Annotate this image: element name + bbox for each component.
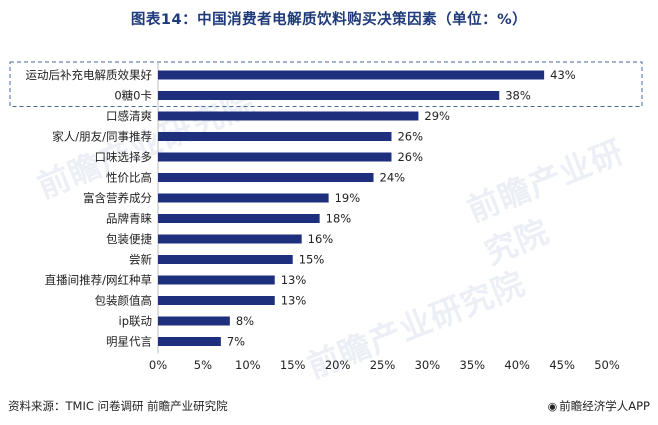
category-label: 尝新 <box>129 253 152 267</box>
category-label: 明星代言 <box>106 335 152 349</box>
category-label: 口感清爽 <box>106 109 152 123</box>
category-label: 家人/朋友/同事推荐 <box>52 130 152 144</box>
data-label: 7% <box>227 335 245 349</box>
data-label: 8% <box>236 314 254 328</box>
brand-text: 前瞻经济学人APP <box>559 399 650 413</box>
bar <box>158 111 419 121</box>
x-tick-label: 15% <box>280 358 306 372</box>
data-label: 15% <box>299 253 325 267</box>
data-label: 26% <box>397 130 423 144</box>
bar <box>158 275 275 285</box>
data-label: 26% <box>397 150 423 164</box>
bar <box>158 337 221 346</box>
category-label: 性价比高 <box>106 171 152 185</box>
category-label: 富含营养成分 <box>83 191 152 205</box>
data-label: 16% <box>308 232 334 246</box>
x-tick-label: 30% <box>415 358 441 372</box>
bar <box>158 91 500 100</box>
bar <box>158 255 293 264</box>
x-tick-label: 40% <box>504 358 530 372</box>
data-label: 43% <box>550 68 576 82</box>
bar <box>158 316 230 326</box>
x-tick-label: 35% <box>460 358 486 372</box>
x-tick-label: 45% <box>549 358 575 372</box>
data-label: 29% <box>424 109 450 123</box>
data-label: 13% <box>281 294 307 308</box>
data-label: 13% <box>281 273 307 287</box>
category-label: ip联动 <box>119 314 153 328</box>
brand-logo-icon: ◉ <box>547 400 558 413</box>
category-label: 品牌青睐 <box>106 212 152 226</box>
bar <box>158 296 275 305</box>
bar <box>158 152 392 162</box>
data-label: 24% <box>380 171 406 185</box>
x-tick-label: 5% <box>194 358 212 372</box>
data-label: 18% <box>326 212 352 226</box>
data-label: 19% <box>335 191 361 205</box>
bar <box>158 234 302 244</box>
x-tick-label: 10% <box>235 358 261 372</box>
data-label: 38% <box>505 89 531 103</box>
category-label: 口味选择多 <box>95 150 153 164</box>
category-label: 直播间推荐/网红种草 <box>45 273 152 287</box>
category-label: 0糖0卡 <box>114 89 152 103</box>
x-tick-label: 50% <box>594 358 620 372</box>
source-note: 资料来源：TMIC 问卷调研 前瞻产业研究院 <box>8 399 228 413</box>
category-label: 包装便捷 <box>106 232 152 246</box>
bar <box>158 173 374 182</box>
x-tick-label: 20% <box>325 358 351 372</box>
category-label: 运动后补充电解质效果好 <box>26 68 153 82</box>
category-label: 包装颜值高 <box>95 294 153 308</box>
bar <box>158 193 329 203</box>
bar <box>158 70 545 80</box>
x-tick-label: 0% <box>149 358 167 372</box>
x-tick-label: 25% <box>370 358 396 372</box>
chart-title: 图表14：中国消费者电解质饮料购买决策因素（单位：%） <box>130 12 528 28</box>
bar <box>158 214 320 223</box>
highlight-box <box>9 61 643 107</box>
bar <box>158 132 392 141</box>
brand-label: ◉ 前瞻经济学人APP <box>548 398 650 414</box>
